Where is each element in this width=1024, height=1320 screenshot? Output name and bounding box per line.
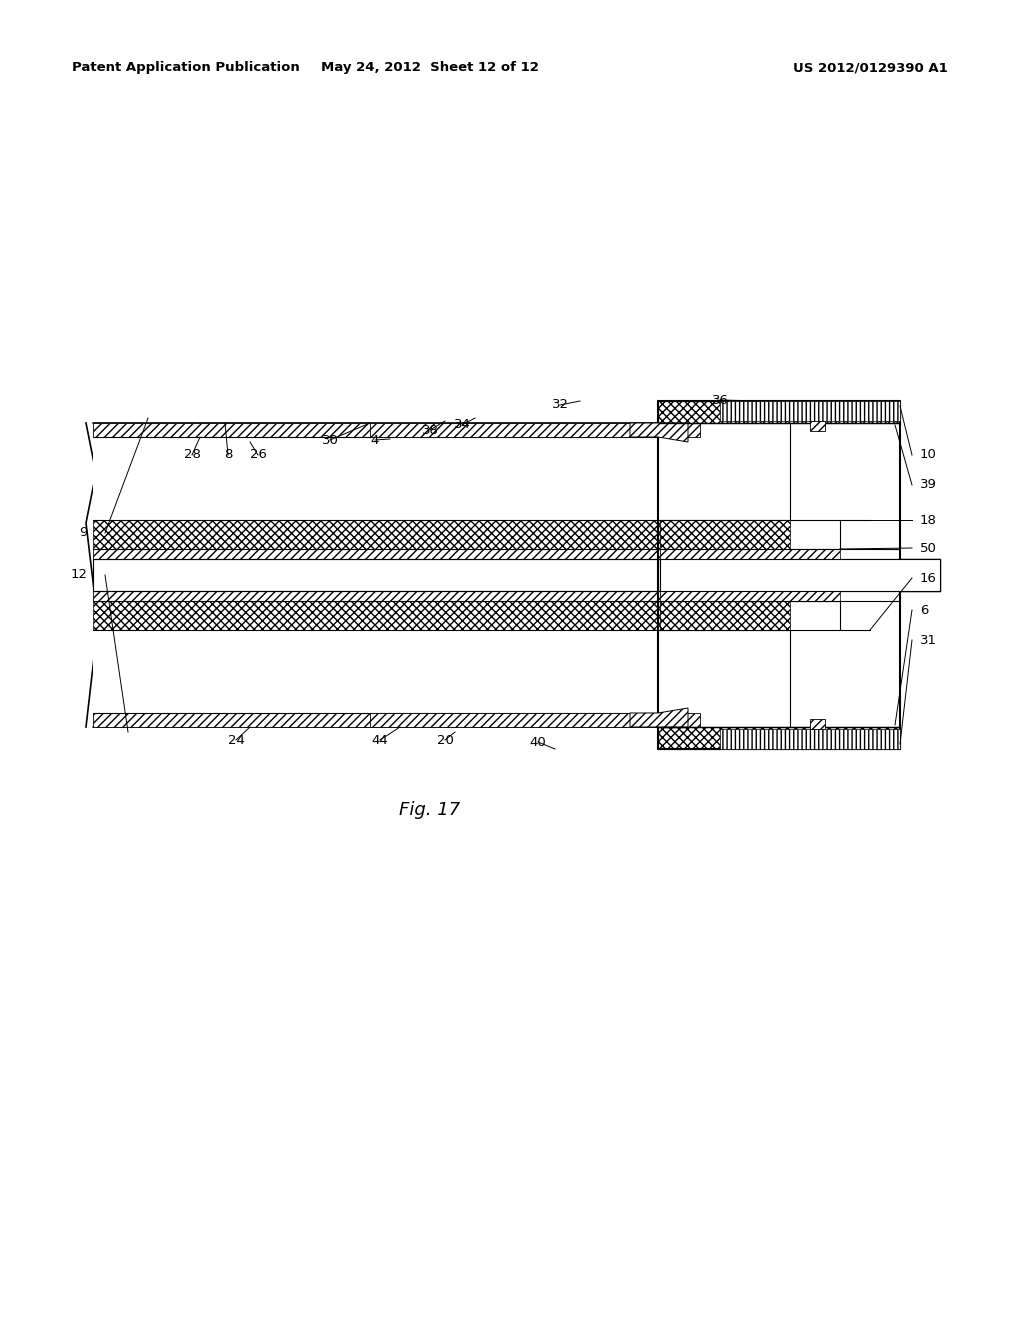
Polygon shape	[658, 727, 900, 748]
Bar	[720, 401, 900, 421]
Text: 34: 34	[454, 418, 470, 432]
Polygon shape	[658, 401, 900, 422]
Text: 30: 30	[322, 433, 339, 446]
Bar	[93, 558, 660, 591]
Polygon shape	[370, 713, 700, 727]
Text: 10: 10	[920, 449, 937, 462]
Bar	[660, 549, 840, 601]
Text: 38: 38	[422, 424, 438, 437]
Bar	[810, 421, 825, 432]
Text: 4: 4	[371, 433, 379, 446]
Text: 12: 12	[71, 569, 88, 582]
Text: 32: 32	[552, 399, 568, 412]
Bar	[660, 520, 790, 630]
Text: 9: 9	[80, 527, 88, 540]
Bar	[93, 520, 660, 630]
Text: 31: 31	[920, 634, 937, 647]
Polygon shape	[630, 422, 688, 442]
Bar	[93, 422, 660, 437]
Bar	[810, 719, 825, 729]
Bar	[720, 729, 900, 748]
Text: 18: 18	[920, 513, 937, 527]
Text: 50: 50	[920, 541, 937, 554]
Text: 16: 16	[920, 572, 937, 585]
Bar	[93, 437, 660, 520]
Polygon shape	[630, 708, 688, 727]
Text: 26: 26	[250, 449, 266, 462]
Text: 39: 39	[920, 479, 937, 491]
Text: Patent Application Publication: Patent Application Publication	[72, 62, 300, 74]
Text: US 2012/0129390 A1: US 2012/0129390 A1	[793, 62, 947, 74]
Text: 20: 20	[436, 734, 454, 747]
Bar	[93, 549, 660, 601]
Text: 24: 24	[227, 734, 245, 747]
Text: 40: 40	[529, 735, 547, 748]
Bar	[660, 558, 940, 591]
Polygon shape	[370, 422, 700, 437]
Text: Fig. 17: Fig. 17	[399, 801, 461, 818]
Text: 36: 36	[712, 393, 728, 407]
Bar	[93, 630, 660, 713]
Text: May 24, 2012  Sheet 12 of 12: May 24, 2012 Sheet 12 of 12	[322, 62, 539, 74]
Bar	[93, 713, 660, 727]
Text: 28: 28	[183, 449, 201, 462]
Text: 6: 6	[920, 603, 929, 616]
Text: 44: 44	[372, 734, 388, 747]
Text: 8: 8	[224, 449, 232, 462]
